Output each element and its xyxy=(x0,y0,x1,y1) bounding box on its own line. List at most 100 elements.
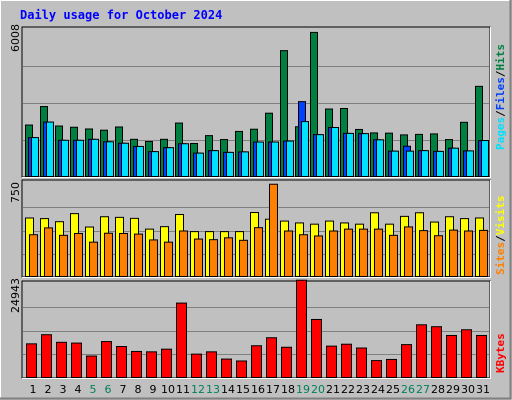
sites-bar-day-23 xyxy=(359,228,368,277)
legend-files: Files xyxy=(494,77,507,110)
pages-bar-day-19 xyxy=(301,121,309,177)
sites-bar-day-6 xyxy=(104,232,113,277)
pages-bar-day-27 xyxy=(421,150,429,178)
pages-bar-day-1 xyxy=(31,137,39,178)
kbytes-bar-day-31 xyxy=(476,334,487,379)
kbytes-bar-day-20 xyxy=(311,318,322,378)
x-tick-label-day-13: 13 xyxy=(206,383,220,396)
pages-bar-day-28 xyxy=(436,150,444,178)
hits-bars xyxy=(25,31,489,178)
kbytes-bars xyxy=(26,279,487,379)
x-tick-label-day-19: 19 xyxy=(296,383,310,396)
kbytes-bar-day-18 xyxy=(281,346,292,379)
sites-bar-day-11 xyxy=(179,230,188,277)
x-tick-label-day-30: 30 xyxy=(461,383,475,396)
x-tick-label-day-8: 8 xyxy=(135,383,142,396)
sites-bar-day-25 xyxy=(389,234,398,277)
sites-bar-day-22 xyxy=(344,228,353,277)
pages-bar-day-31 xyxy=(481,140,489,178)
pages-bar-day-18 xyxy=(286,140,294,178)
visits-y-max-label: 750 xyxy=(9,182,22,203)
sites-bar-day-18 xyxy=(284,230,293,277)
pages-bar-day-7 xyxy=(121,142,129,177)
kbytes-bar-day-30 xyxy=(461,329,472,378)
x-tick-label-day-5: 5 xyxy=(90,383,97,396)
pages-bar-day-22 xyxy=(346,132,354,177)
hits-legend-text: Pages/Files/Hits xyxy=(494,44,507,150)
pages-bar-day-15 xyxy=(241,151,249,178)
legend-kbytes: KBytes xyxy=(494,333,507,373)
pages-bar-day-23 xyxy=(361,133,369,177)
sites-bar-day-28 xyxy=(434,235,443,278)
x-tick-label-day-16: 16 xyxy=(251,383,265,396)
kbytes-bar-day-17 xyxy=(266,337,277,378)
sites-bar-day-27 xyxy=(419,230,428,278)
sites-bar-day-29 xyxy=(449,229,458,278)
x-tick-label-day-22: 22 xyxy=(341,383,355,396)
pages-bar-day-3 xyxy=(61,139,69,178)
x-tick-label-day-21: 21 xyxy=(326,383,340,396)
sites-bar-day-17 xyxy=(269,183,278,277)
kbytes-bar-day-1 xyxy=(26,343,37,378)
pages-bar-day-2 xyxy=(46,121,54,177)
pages-bar-day-30 xyxy=(466,150,474,178)
sites-bar-day-19 xyxy=(299,234,308,277)
kbytes-bar-day-28 xyxy=(431,326,442,379)
sites-bar-day-5 xyxy=(89,241,98,278)
kbytes-bar-day-15 xyxy=(236,360,247,378)
legend-hits: Hits xyxy=(494,44,507,71)
sites-bar-day-13 xyxy=(209,239,218,277)
x-tick-label-day-4: 4 xyxy=(75,383,82,396)
pages-bar-day-12 xyxy=(196,152,204,178)
legend-visits: Visits xyxy=(494,196,507,236)
x-tick-label-day-1: 1 xyxy=(30,383,37,396)
kbytes-bar-day-5 xyxy=(86,355,97,379)
kbytes-bar-day-26 xyxy=(401,344,412,379)
sites-bar-day-31 xyxy=(479,229,488,278)
pages-bar-day-17 xyxy=(271,141,279,177)
pages-bar-day-25 xyxy=(391,150,399,178)
kbytes-bar-day-14 xyxy=(221,358,232,379)
pages-bar-day-9 xyxy=(151,151,159,178)
sites-bar-day-9 xyxy=(149,239,158,277)
x-tick-label-day-27: 27 xyxy=(416,383,430,396)
kbytes-bar-day-8 xyxy=(131,350,142,378)
x-tick-label-day-28: 28 xyxy=(431,383,445,396)
x-tick-label-day-20: 20 xyxy=(311,383,325,396)
pages-bar-day-29 xyxy=(451,147,459,177)
x-tick-label-day-9: 9 xyxy=(150,383,157,396)
x-tick-label-day-2: 2 xyxy=(45,383,52,396)
kbytes-bar-day-11 xyxy=(176,302,187,379)
legend-sites: Sites xyxy=(494,242,507,275)
sites-bar-day-3 xyxy=(59,234,68,277)
sites-bar-day-20 xyxy=(314,235,323,278)
x-tick-label-day-7: 7 xyxy=(120,383,127,396)
legend-pages: Pages xyxy=(494,117,507,150)
x-tick-label-day-3: 3 xyxy=(60,383,67,396)
sites-bar-day-8 xyxy=(134,233,143,278)
x-tick-label-day-12: 12 xyxy=(191,383,205,396)
hits-panel: 6008 Pages/Files/Hits xyxy=(9,24,507,178)
kbytes-bar-day-16 xyxy=(251,345,262,379)
kbytes-bar-day-7 xyxy=(116,346,127,378)
kbytes-bar-day-12 xyxy=(191,353,202,378)
pages-bar-day-5 xyxy=(91,138,99,178)
pages-bar-day-24 xyxy=(376,139,384,178)
visits-panel: 750 Sites/Visits xyxy=(9,179,507,278)
pages-bar-day-16 xyxy=(256,141,264,177)
pages-bar-day-8 xyxy=(136,145,144,177)
x-tick-label-day-14: 14 xyxy=(221,383,235,396)
hits-y-max-label: 6008 xyxy=(9,24,22,52)
kbytes-panel: 24943 KBytes xyxy=(9,278,507,379)
kbytes-bar-day-27 xyxy=(416,324,427,378)
sites-bar-day-12 xyxy=(194,238,203,277)
pages-bar-day-6 xyxy=(106,141,114,177)
pages-bar-day-26 xyxy=(406,150,414,178)
visits-bars xyxy=(25,183,488,278)
kbytes-bar-day-4 xyxy=(71,342,82,379)
kbytes-bar-day-23 xyxy=(356,347,367,378)
sites-bar-day-14 xyxy=(224,237,233,278)
x-tick-label-day-31: 31 xyxy=(476,383,490,396)
x-tick-label-day-18: 18 xyxy=(281,383,295,396)
legend-separator-3: / xyxy=(494,235,507,242)
